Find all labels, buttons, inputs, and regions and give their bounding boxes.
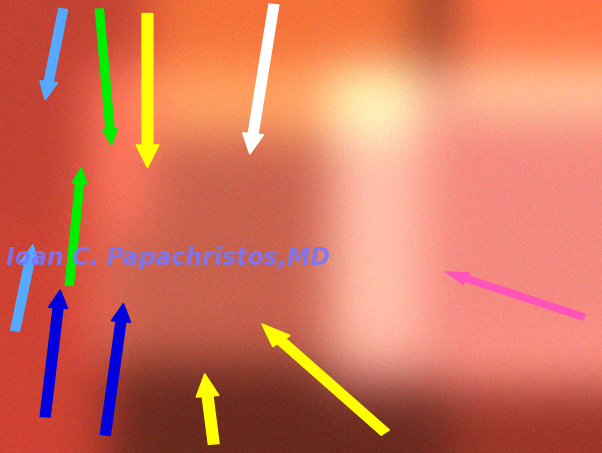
FancyArrow shape (40, 290, 67, 417)
FancyArrow shape (95, 9, 117, 145)
FancyArrow shape (40, 9, 67, 100)
FancyArrow shape (445, 272, 586, 320)
FancyArrow shape (11, 245, 39, 331)
Text: Ioan C. Papachristos,MD: Ioan C. Papachristos,MD (6, 246, 330, 270)
FancyArrow shape (243, 4, 279, 154)
FancyArrow shape (136, 14, 159, 168)
FancyArrow shape (262, 324, 389, 435)
FancyArrow shape (101, 304, 131, 435)
FancyArrow shape (196, 374, 219, 444)
FancyArrow shape (65, 168, 87, 286)
